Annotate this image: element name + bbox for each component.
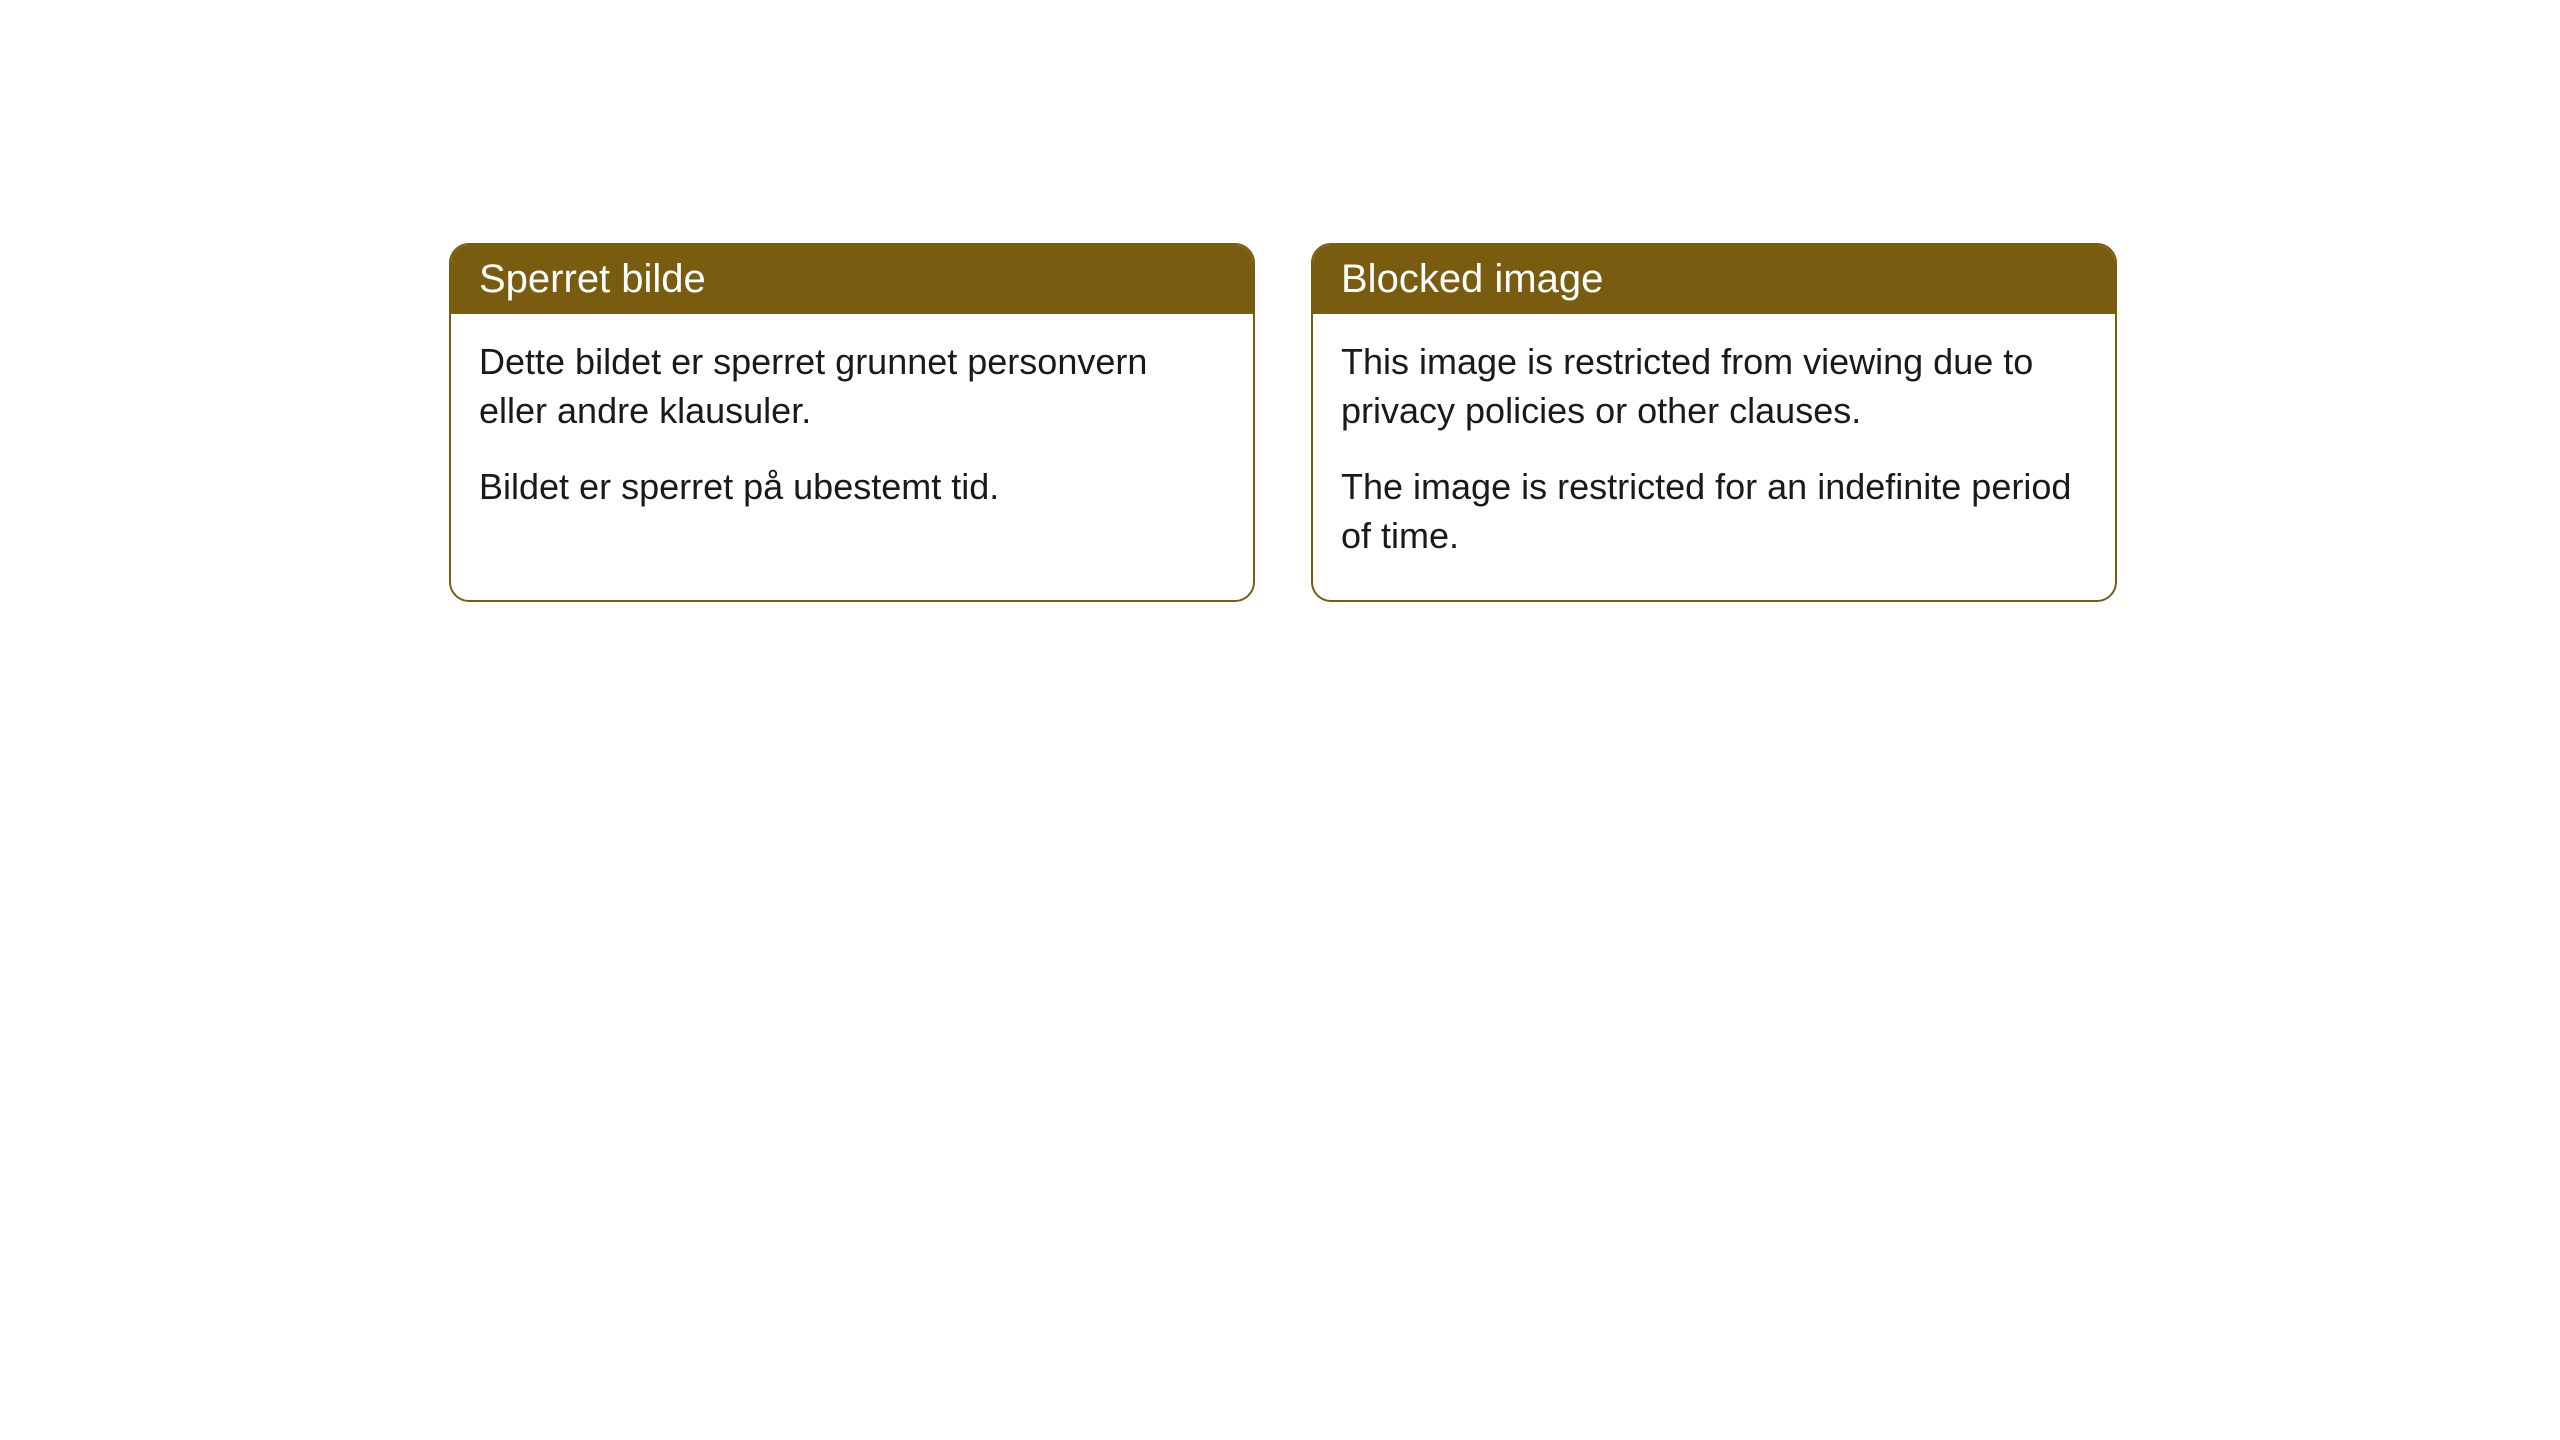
- card-header-english: Blocked image: [1313, 245, 2115, 314]
- card-title: Sperret bilde: [479, 257, 706, 301]
- card-paragraph: Dette bildet er sperret grunnet personve…: [479, 338, 1225, 435]
- card-title: Blocked image: [1341, 257, 1603, 301]
- notice-card-english: Blocked image This image is restricted f…: [1311, 243, 2117, 602]
- card-body-english: This image is restricted from viewing du…: [1313, 314, 2115, 600]
- card-paragraph: The image is restricted for an indefinit…: [1341, 463, 2087, 560]
- card-body-norwegian: Dette bildet er sperret grunnet personve…: [451, 314, 1253, 552]
- card-paragraph: This image is restricted from viewing du…: [1341, 338, 2087, 435]
- card-paragraph: Bildet er sperret på ubestemt tid.: [479, 463, 1225, 512]
- notice-card-norwegian: Sperret bilde Dette bildet er sperret gr…: [449, 243, 1255, 602]
- card-header-norwegian: Sperret bilde: [451, 245, 1253, 314]
- notice-cards-container: Sperret bilde Dette bildet er sperret gr…: [449, 243, 2117, 602]
